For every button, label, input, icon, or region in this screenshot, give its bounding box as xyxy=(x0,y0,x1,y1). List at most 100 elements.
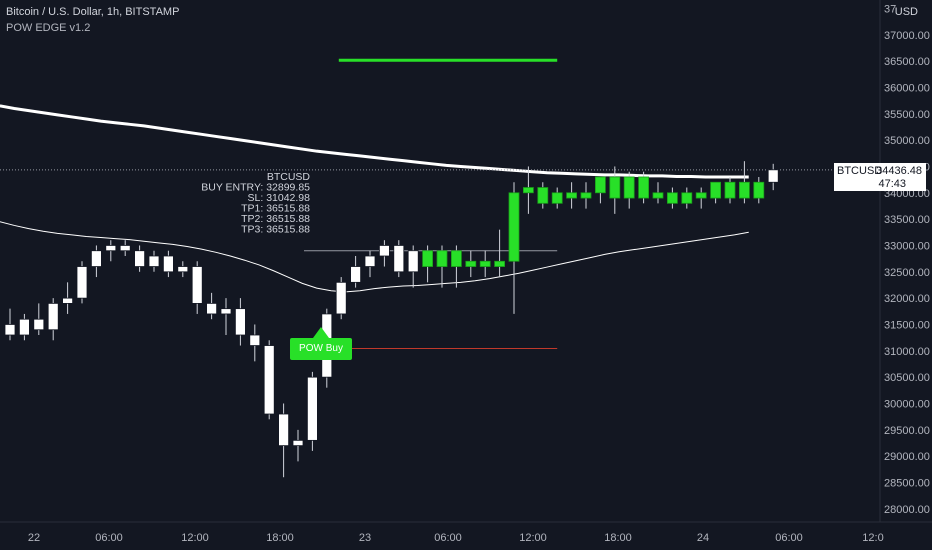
candle-body[interactable] xyxy=(623,176,635,199)
trade-info-line: TP3: 36515.88 xyxy=(241,224,310,236)
candle-body[interactable] xyxy=(479,260,491,267)
candle-body[interactable] xyxy=(119,245,131,252)
candle-body[interactable] xyxy=(724,181,736,199)
candle-body[interactable] xyxy=(148,255,160,267)
candle-body[interactable] xyxy=(234,308,246,336)
candle-body[interactable] xyxy=(436,250,448,267)
x-tick-label: 18:00 xyxy=(266,532,294,544)
symbol-title[interactable]: Bitcoin / U.S. Dollar, 1h, BITSTAMP xyxy=(6,6,180,18)
y-tick-label: 33500.00 xyxy=(884,214,930,226)
candle-body[interactable] xyxy=(523,187,534,194)
trade-info-line: TP2: 36515.88 xyxy=(241,213,310,225)
candle-body[interactable] xyxy=(350,266,362,283)
price-tag-symbol: BTCUSD xyxy=(837,165,883,177)
candle-body[interactable] xyxy=(162,255,174,273)
candle-body[interactable] xyxy=(638,176,649,199)
candle-body[interactable] xyxy=(263,345,275,415)
y-tick-label: 37 xyxy=(884,3,896,15)
ma-fast-line xyxy=(0,221,749,293)
y-tick-label: 29500.00 xyxy=(884,425,930,437)
candle-body[interactable] xyxy=(4,324,16,336)
candle-body[interactable] xyxy=(537,187,549,204)
candle-body[interactable] xyxy=(191,266,203,304)
x-tick-label: 18:00 xyxy=(604,532,632,544)
x-tick-label: 12:00 xyxy=(519,532,547,544)
y-tick-label: 30000.00 xyxy=(884,398,930,410)
candle-body[interactable] xyxy=(652,192,664,199)
candle-body[interactable] xyxy=(335,281,347,315)
y-tick-label: 28500.00 xyxy=(884,477,930,489)
indicator-title[interactable]: POW EDGE v1.2 xyxy=(6,22,91,34)
candle-body[interactable] xyxy=(508,192,520,262)
candle-body[interactable] xyxy=(364,255,376,267)
candle-body[interactable] xyxy=(134,250,146,267)
candle-body[interactable] xyxy=(710,181,721,199)
candle-body[interactable] xyxy=(695,192,707,199)
candle-body[interactable] xyxy=(393,245,405,273)
x-tick-label: 22 xyxy=(28,532,40,544)
y-tick-label: 35500.00 xyxy=(884,109,930,121)
candle-body[interactable] xyxy=(278,413,290,447)
currency-label[interactable]: USD xyxy=(894,6,918,18)
buy-signal-arrow-icon xyxy=(313,327,329,338)
candle-body[interactable] xyxy=(91,250,102,267)
candle-body[interactable] xyxy=(422,250,434,267)
candle-body[interactable] xyxy=(739,181,750,199)
candle-body[interactable] xyxy=(220,308,232,315)
candle-body[interactable] xyxy=(76,266,88,299)
y-tick-label: 32500.00 xyxy=(884,267,930,279)
y-tick-label: 30500.00 xyxy=(884,372,930,384)
x-tick-label: 12:00 xyxy=(181,532,209,544)
candle-body[interactable] xyxy=(580,192,592,199)
candle-body[interactable] xyxy=(378,245,390,257)
candle-body[interactable] xyxy=(47,303,59,331)
candle-body[interactable] xyxy=(407,250,419,273)
candle-body[interactable] xyxy=(494,260,506,267)
x-tick-label: 12:0 xyxy=(862,532,883,544)
y-tick-label: 36500.00 xyxy=(884,56,930,68)
x-tick-label: 06:00 xyxy=(434,532,462,544)
candle-body[interactable] xyxy=(206,303,218,315)
candle-body[interactable] xyxy=(767,169,779,183)
y-tick-label: 33000.00 xyxy=(884,240,930,252)
trade-info-line: TP1: 36515.88 xyxy=(241,203,310,215)
price-tag-countdown: 47:43 xyxy=(878,178,906,190)
candle-body[interactable] xyxy=(450,250,462,267)
candle-body[interactable] xyxy=(62,297,73,304)
trade-info-line: BUY ENTRY: 32899.85 xyxy=(201,182,310,194)
x-tick-label: 23 xyxy=(359,532,371,544)
x-tick-label: 06:00 xyxy=(775,532,803,544)
candle-body[interactable] xyxy=(551,192,563,204)
x-tick-label: 24 xyxy=(697,532,709,544)
candle-body[interactable] xyxy=(595,176,606,194)
buy-signal-label[interactable]: POW Buy xyxy=(290,338,352,360)
buy-signal-text: POW Buy xyxy=(299,343,343,354)
x-tick-label: 06:00 xyxy=(95,532,123,544)
ma-slow-line xyxy=(0,104,749,179)
candle-body[interactable] xyxy=(609,176,621,199)
candle-body[interactable] xyxy=(753,181,765,199)
y-tick-label: 31500.00 xyxy=(884,319,930,331)
candle-body[interactable] xyxy=(667,192,678,204)
y-tick-label: 32000.00 xyxy=(884,293,930,305)
candle-body[interactable] xyxy=(33,318,45,331)
trade-info-line: BTCUSD xyxy=(267,171,311,183)
y-tick-label: 36000.00 xyxy=(884,82,930,94)
candle-body[interactable] xyxy=(249,334,261,346)
price-tag-value: 34436.48 xyxy=(876,165,922,177)
candle-body[interactable] xyxy=(18,318,30,336)
candle-body[interactable] xyxy=(292,439,304,447)
candle-body[interactable] xyxy=(105,245,117,252)
y-tick-label: 37000.00 xyxy=(884,30,930,42)
y-tick-label: 28000.00 xyxy=(884,504,930,516)
candle-body[interactable] xyxy=(177,266,189,273)
candle-body[interactable] xyxy=(566,192,577,199)
candle-body[interactable] xyxy=(681,192,693,204)
y-tick-label: 35000.00 xyxy=(884,135,930,147)
candle-body[interactable] xyxy=(465,260,477,267)
y-tick-label: 29000.00 xyxy=(884,451,930,463)
price-tag: BTCUSD 34436.48 47:43 xyxy=(834,163,926,191)
y-tick-label: 31000.00 xyxy=(884,346,930,358)
candle-body[interactable] xyxy=(306,376,318,441)
